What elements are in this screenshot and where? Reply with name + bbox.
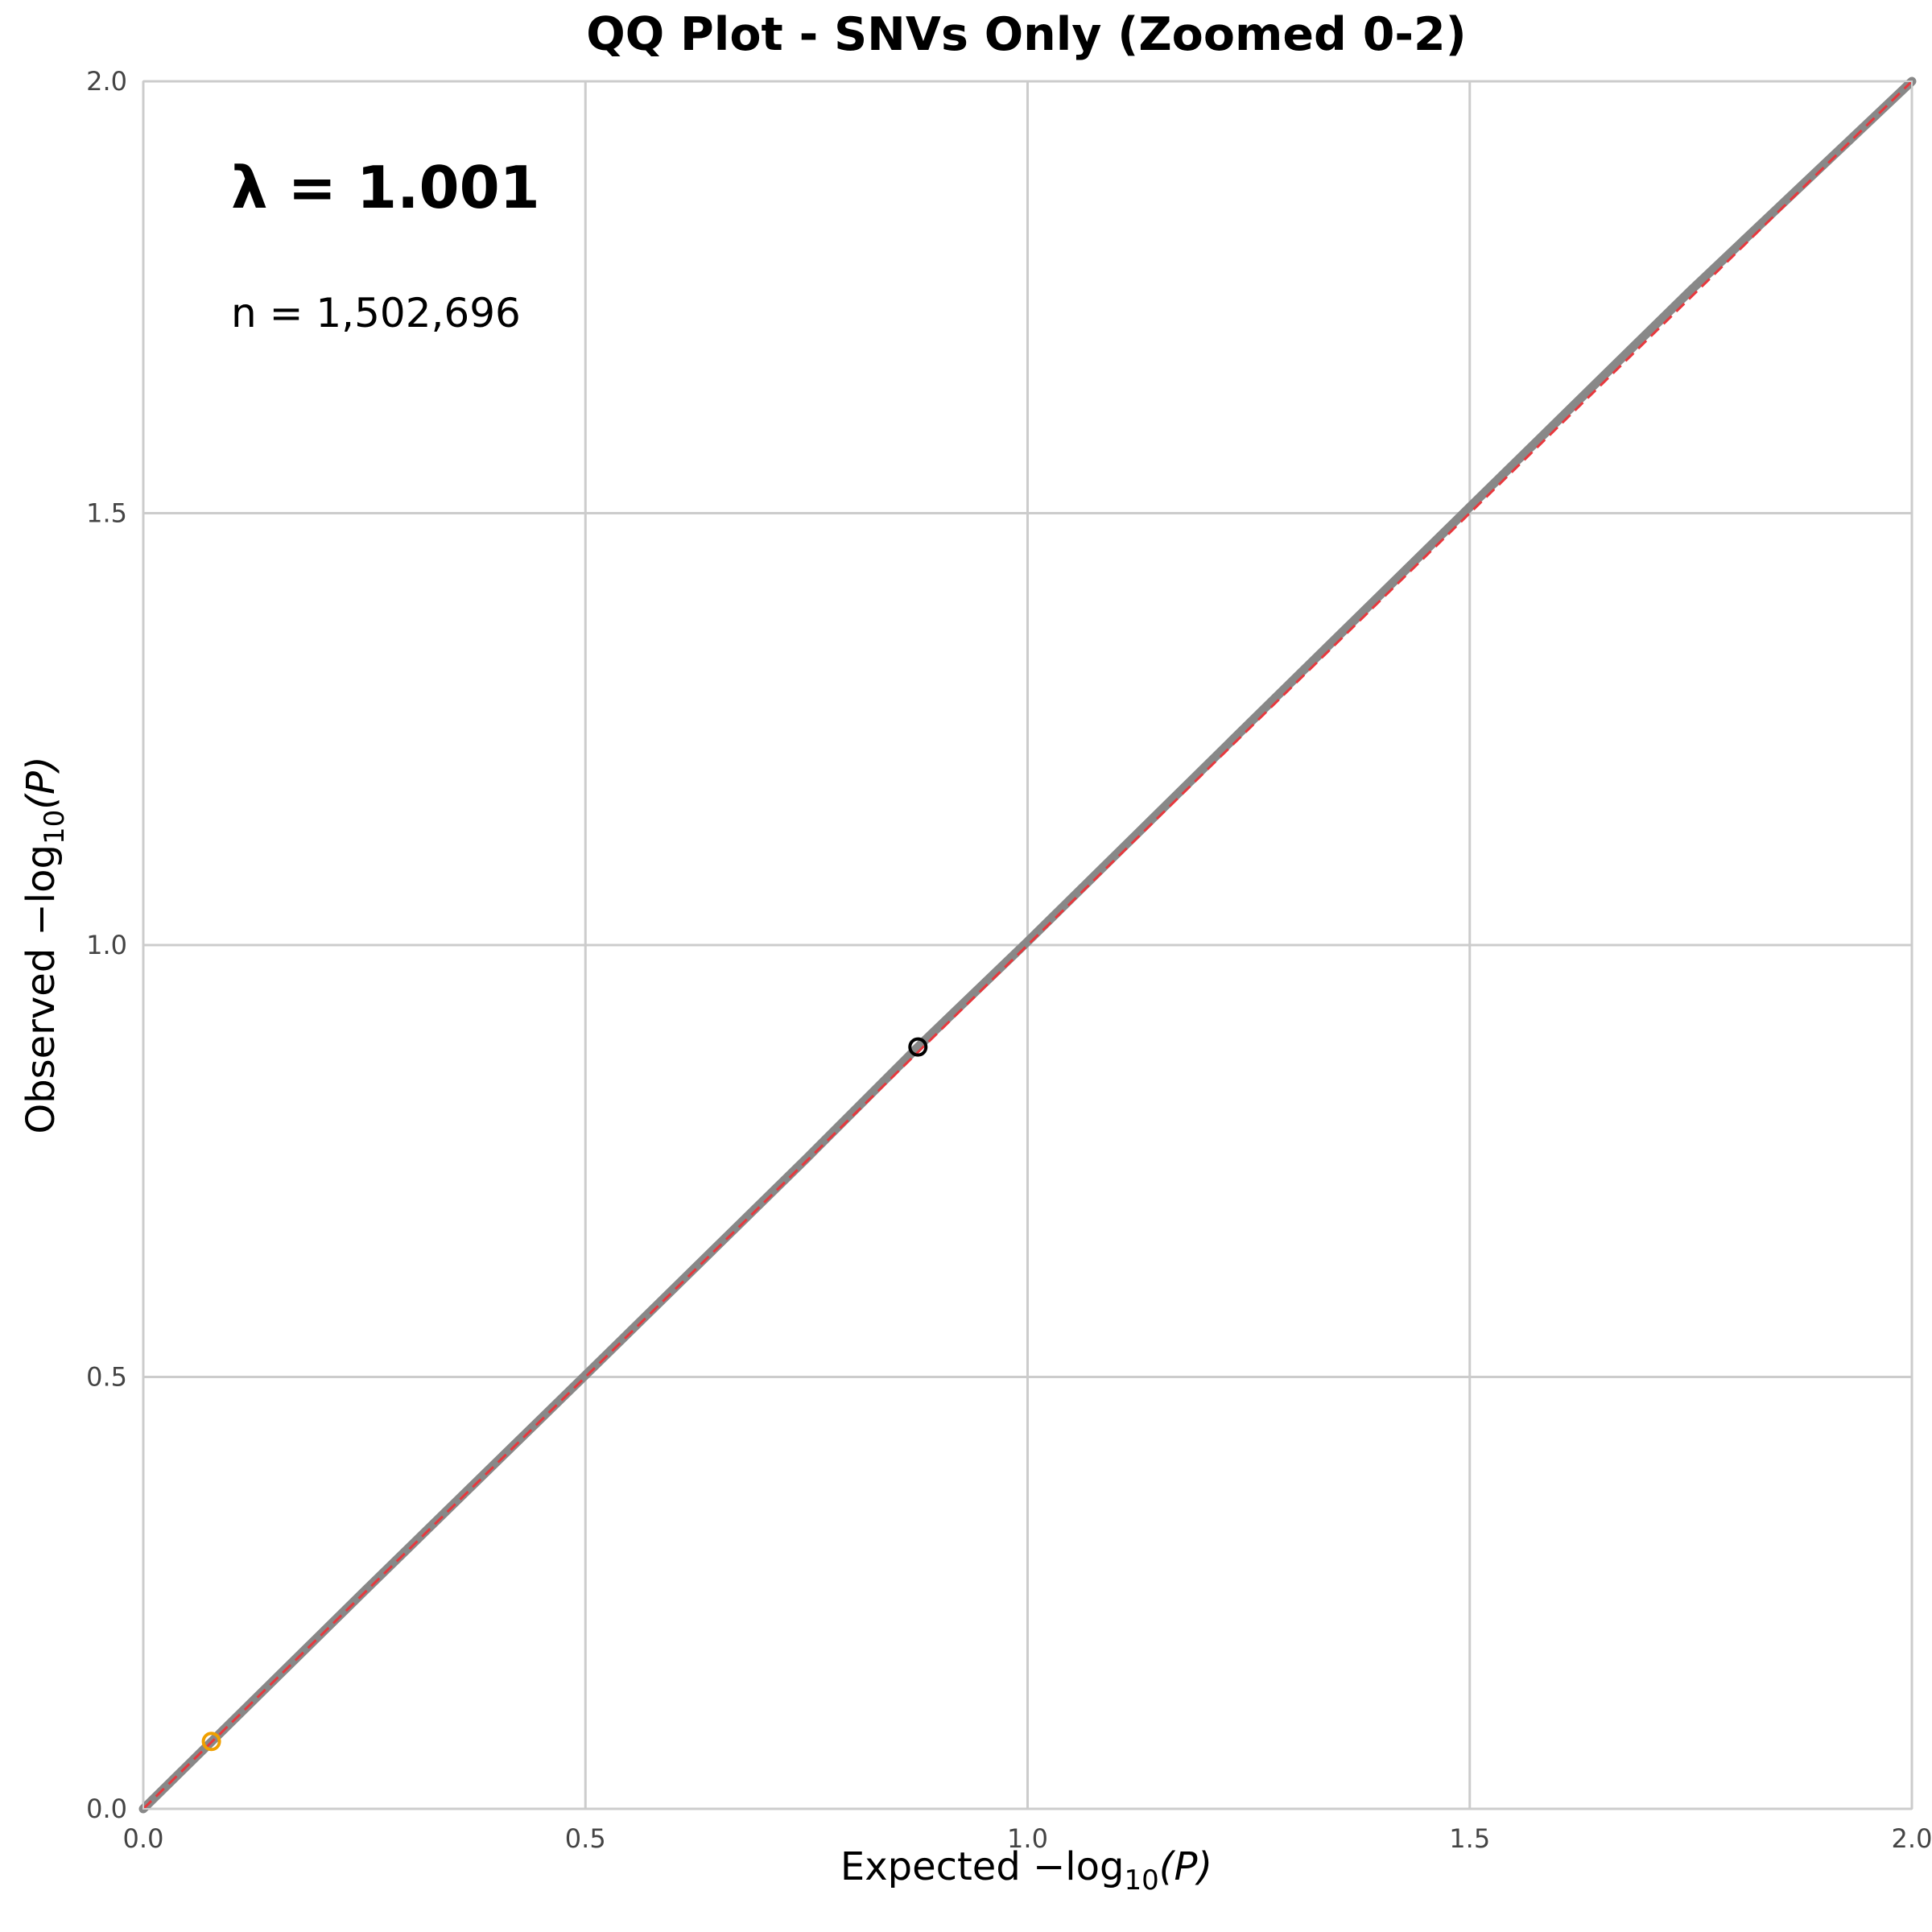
highlighted-point xyxy=(201,1732,221,1752)
data-layer xyxy=(138,76,1917,1814)
y-tick-label: 0.5 xyxy=(86,1362,127,1393)
highlighted-point xyxy=(908,1037,928,1057)
x-tick-label: 0.5 xyxy=(565,1823,606,1854)
x-tick-label: 1.5 xyxy=(1449,1823,1490,1854)
expected-null-line xyxy=(142,80,1913,1810)
lambda-annotation: λ = 1.001 xyxy=(231,154,540,221)
observed-points-series xyxy=(138,76,1917,1814)
sample-size-annotation: n = 1,502,696 xyxy=(231,290,521,336)
x-tick-label: 2.0 xyxy=(1892,1823,1932,1854)
plot-frame xyxy=(142,80,1913,1810)
chart-title: QQ Plot - SNVs Only (Zoomed 0-2) xyxy=(586,8,1466,61)
y-tick-label: 1.0 xyxy=(86,930,127,960)
y-tick-label: 1.5 xyxy=(86,498,127,529)
y-axis-label: Observed −log10(P) xyxy=(19,756,71,1133)
x-axis-label: Expected −log10(P) xyxy=(840,1844,1212,1897)
x-tick-label: 1.0 xyxy=(1007,1823,1048,1854)
y-tick-label: 0.0 xyxy=(86,1794,127,1824)
y-tick-label: 2.0 xyxy=(86,66,127,97)
x-tick-label: 0.0 xyxy=(123,1823,164,1854)
tick-labels: 0.0 0.5 1.0 1.5 2.0 0.0 0.5 1.0 1.5 2.0 xyxy=(86,66,1932,1854)
